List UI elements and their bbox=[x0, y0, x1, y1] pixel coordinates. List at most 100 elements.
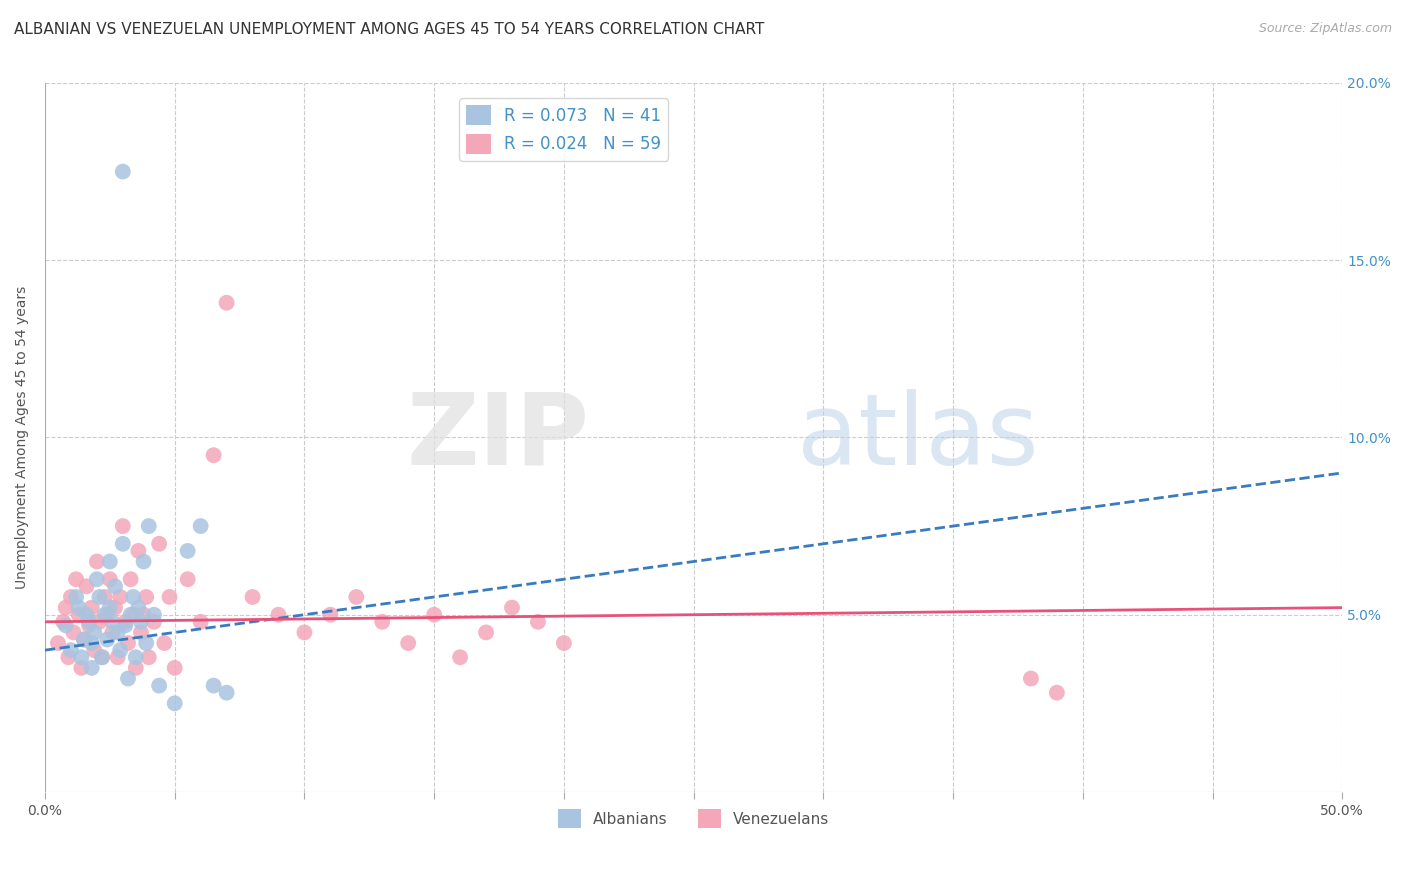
Point bbox=[65, 572, 87, 586]
Point bbox=[111, 519, 134, 533]
Point bbox=[55, 600, 77, 615]
Point bbox=[52, 615, 75, 629]
Point bbox=[138, 519, 160, 533]
Point bbox=[58, 650, 80, 665]
Point bbox=[59, 590, 82, 604]
Point bbox=[344, 590, 367, 604]
Point bbox=[80, 636, 103, 650]
Point bbox=[129, 615, 152, 629]
Point bbox=[1046, 686, 1069, 700]
Point bbox=[110, 590, 132, 604]
Point bbox=[104, 579, 127, 593]
Point bbox=[62, 625, 84, 640]
Point bbox=[111, 164, 134, 178]
Point bbox=[142, 607, 165, 622]
Point bbox=[67, 600, 90, 615]
Point bbox=[55, 618, 77, 632]
Point bbox=[138, 650, 160, 665]
Point bbox=[107, 625, 129, 640]
Point bbox=[77, 615, 100, 629]
Point bbox=[319, 607, 342, 622]
Point bbox=[93, 607, 115, 622]
Point bbox=[1019, 672, 1042, 686]
Point bbox=[89, 615, 111, 629]
Point bbox=[176, 572, 198, 586]
Text: Source: ZipAtlas.com: Source: ZipAtlas.com bbox=[1258, 22, 1392, 36]
Point bbox=[202, 448, 225, 462]
Text: atlas: atlas bbox=[797, 389, 1039, 486]
Point bbox=[86, 555, 108, 569]
Point bbox=[70, 650, 93, 665]
Point bbox=[86, 572, 108, 586]
Point bbox=[111, 537, 134, 551]
Point bbox=[527, 615, 550, 629]
Point bbox=[163, 696, 186, 710]
Point bbox=[89, 590, 111, 604]
Point bbox=[242, 590, 264, 604]
Point bbox=[101, 615, 124, 629]
Point bbox=[190, 519, 212, 533]
Legend: Albanians, Venezuelans: Albanians, Venezuelans bbox=[551, 803, 835, 834]
Y-axis label: Unemployment Among Ages 45 to 54 years: Unemployment Among Ages 45 to 54 years bbox=[15, 285, 30, 589]
Point bbox=[80, 661, 103, 675]
Point bbox=[98, 555, 121, 569]
Point bbox=[65, 590, 87, 604]
Point bbox=[125, 650, 148, 665]
Point bbox=[114, 615, 136, 629]
Point bbox=[46, 636, 69, 650]
Point bbox=[70, 661, 93, 675]
Point bbox=[129, 625, 152, 640]
Point bbox=[215, 295, 238, 310]
Point bbox=[127, 544, 149, 558]
Point bbox=[117, 636, 139, 650]
Point bbox=[114, 618, 136, 632]
Point bbox=[553, 636, 575, 650]
Point bbox=[98, 572, 121, 586]
Point bbox=[294, 625, 316, 640]
Point bbox=[93, 590, 115, 604]
Point bbox=[77, 618, 100, 632]
Point bbox=[190, 615, 212, 629]
Point bbox=[396, 636, 419, 650]
Point bbox=[163, 661, 186, 675]
Point bbox=[267, 607, 290, 622]
Point bbox=[371, 615, 394, 629]
Point bbox=[83, 625, 105, 640]
Point bbox=[475, 625, 498, 640]
Point bbox=[80, 600, 103, 615]
Point bbox=[59, 643, 82, 657]
Point bbox=[122, 607, 145, 622]
Text: ALBANIAN VS VENEZUELAN UNEMPLOYMENT AMONG AGES 45 TO 54 YEARS CORRELATION CHART: ALBANIAN VS VENEZUELAN UNEMPLOYMENT AMON… bbox=[14, 22, 765, 37]
Point bbox=[127, 600, 149, 615]
Point bbox=[96, 607, 118, 622]
Point bbox=[101, 625, 124, 640]
Point bbox=[501, 600, 523, 615]
Point bbox=[91, 650, 114, 665]
Point bbox=[176, 544, 198, 558]
Point bbox=[91, 650, 114, 665]
Point bbox=[202, 679, 225, 693]
Point bbox=[96, 632, 118, 647]
Point bbox=[159, 590, 181, 604]
Point bbox=[125, 661, 148, 675]
Point bbox=[132, 607, 155, 622]
Point bbox=[449, 650, 471, 665]
Point bbox=[148, 537, 170, 551]
Text: ZIP: ZIP bbox=[406, 389, 591, 486]
Point bbox=[73, 632, 96, 647]
Point bbox=[135, 636, 157, 650]
Point bbox=[76, 579, 98, 593]
Point bbox=[148, 679, 170, 693]
Point bbox=[67, 607, 90, 622]
Point bbox=[122, 590, 145, 604]
Point bbox=[98, 600, 121, 615]
Point bbox=[117, 672, 139, 686]
Point bbox=[120, 607, 142, 622]
Point bbox=[73, 632, 96, 647]
Point bbox=[135, 590, 157, 604]
Point bbox=[215, 686, 238, 700]
Point bbox=[83, 643, 105, 657]
Point bbox=[423, 607, 446, 622]
Point bbox=[132, 555, 155, 569]
Point bbox=[104, 600, 127, 615]
